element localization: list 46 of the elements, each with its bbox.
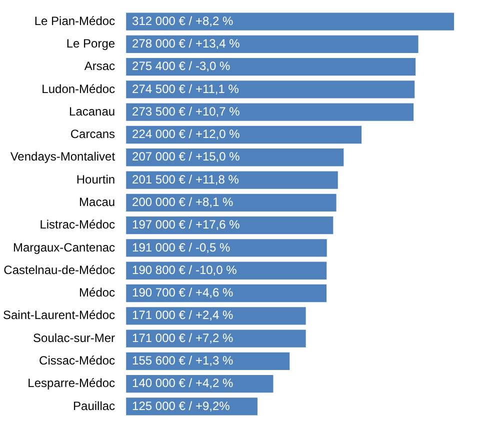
bar [126, 58, 416, 76]
data-label: 171 000 € / +2,4 % [132, 308, 234, 322]
bar [126, 103, 414, 121]
y-tick-label: Saint-Laurent-Médoc [3, 308, 116, 322]
data-label: 197 000 € / +17,6 % [132, 218, 240, 232]
y-tick-label: Arsac [84, 59, 116, 74]
bar [126, 171, 338, 189]
bar [126, 80, 415, 98]
y-tick-label: Lacanau [69, 104, 116, 118]
data-label: 274 500 € / +11,1 % [132, 82, 240, 96]
data-label: 278 000 € / +13,4 % [132, 36, 240, 50]
data-label: 224 000 € / +12,0 % [132, 127, 240, 142]
y-tick-label: Listrac-Médoc [40, 218, 116, 232]
data-label: 125 000 € / +9,2% [132, 398, 230, 413]
y-tick-label: Soulac-sur-Mer [33, 330, 116, 345]
y-tick-label: Margaux-Cantenac [13, 240, 116, 254]
bar [126, 35, 418, 53]
y-tick-label: Le Pian-Médoc [34, 14, 116, 28]
y-tick-label: Le Porge [66, 36, 116, 50]
data-label: 200 000 € / +8,1 % [132, 194, 234, 209]
y-tick-label: Macau [79, 194, 116, 209]
y-tick-label: Pauillac [73, 398, 116, 413]
data-label: 273 500 € / +10,7 % [132, 104, 240, 118]
data-label: 140 000 € / +4,2 % [132, 376, 234, 390]
data-label: 201 500 € / +11,8 % [132, 172, 240, 186]
data-label: 207 000 € / +15,0 % [132, 150, 240, 164]
bar [126, 194, 336, 212]
bar [126, 330, 306, 348]
y-tick-label: Carcans [70, 127, 116, 142]
bar [126, 239, 327, 257]
y-tick-label: Castelnau-de-Médoc [4, 262, 116, 277]
data-label: 312 000 € / +8,2 % [132, 14, 234, 28]
y-tick-label: Vendays-Montalivet [10, 150, 116, 164]
y-tick-label: Cissac-Médoc [39, 354, 116, 368]
bar [126, 126, 362, 144]
y-tick-label: Lesparre-Médoc [28, 376, 116, 390]
data-label: 190 700 € / +4,6 % [132, 286, 234, 300]
bar [126, 12, 454, 30]
data-label: 171 000 € / +7,2 % [132, 330, 234, 345]
data-label: 190 800 € / -10,0 % [132, 262, 238, 277]
y-tick-label: Médoc [79, 286, 116, 300]
data-label: 191 000 € / -0,5 % [132, 240, 230, 254]
y-tick-label: Ludon-Médoc [42, 82, 116, 96]
data-label: 155 600 € / +1,3 % [132, 354, 234, 368]
data-label: 275 400 € / -3,0 % [132, 59, 230, 74]
y-tick-label: Hourtin [76, 172, 116, 186]
